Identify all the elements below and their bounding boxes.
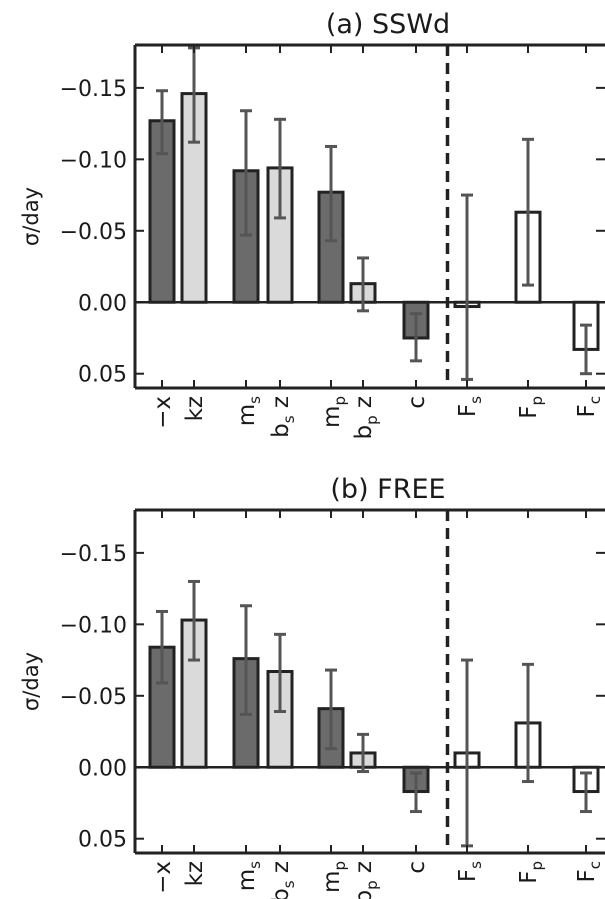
bar-4 [266, 166, 294, 304]
y-tick-label: 0.00 [78, 291, 127, 316]
x-tick-label: −x [150, 396, 176, 429]
x-tick-label: c [404, 861, 430, 874]
error-bar-2 [188, 579, 200, 662]
x-tick-label: Fs [455, 396, 485, 417]
chart-title: (b) FREE [330, 474, 445, 505]
x-tick-label: ms [234, 396, 264, 426]
y-tick-label: −0.05 [60, 685, 127, 710]
x-tick-label: Fc [574, 396, 604, 417]
error-bar-4 [274, 632, 286, 714]
error-bar-3 [240, 604, 252, 716]
x-tick-label: bs z [268, 861, 298, 899]
x-tick-label: bs z [268, 396, 298, 438]
x-tick-label: Fp [516, 396, 546, 419]
x-tick-label: ms [234, 861, 264, 891]
chart-panel-2: (b) FREE σ/day −0.15 −0.10 −0.05 0.00 0.05 −x kz… [19, 474, 605, 899]
y-axis-label: σ/day [19, 187, 43, 246]
error-bar-6 [357, 732, 369, 774]
error-bar-4 [274, 117, 286, 220]
x-tick-label: mp [319, 396, 349, 428]
error-bar-10 [580, 771, 592, 814]
y-tick-label: −0.15 [60, 77, 127, 102]
x-tick-label: Fp [516, 861, 546, 884]
y-tick-label: −0.10 [60, 613, 127, 638]
y-tick-label: −0.10 [60, 148, 127, 173]
x-tick-label: mp [319, 861, 349, 893]
x-tick-label: kz [182, 861, 208, 886]
x-tick-label: bp z [351, 396, 381, 440]
x-tick-label: Fc [574, 861, 604, 882]
error-bar-9 [522, 137, 534, 287]
x-tick-label: −x [150, 861, 176, 894]
x-tick-label: bp z [351, 861, 381, 899]
y-tick-label: 0.00 [78, 756, 127, 781]
error-bar-1 [156, 89, 168, 156]
error-bar-5 [325, 144, 337, 243]
x-tick-label: kz [182, 396, 208, 421]
error-bar-5 [325, 668, 337, 751]
x-tick-label: c [404, 396, 430, 409]
error-bar-9 [522, 662, 534, 784]
error-bar-3 [240, 109, 252, 237]
x-tick-label: Fs [455, 861, 485, 882]
chart-title: (a) SSWd [326, 9, 450, 40]
y-tick-label: −0.15 [60, 542, 127, 567]
error-bar-7 [410, 771, 422, 814]
y-axis-label: σ/day [19, 652, 43, 711]
y-tick-label: 0.05 [78, 828, 127, 853]
error-bar-6 [357, 256, 369, 313]
y-tick-label: 0.05 [78, 363, 127, 388]
error-bar-1 [156, 609, 168, 685]
y-tick-label: −0.05 [60, 220, 127, 245]
error-bar-7 [410, 312, 422, 363]
error-bar-10 [580, 323, 592, 376]
error-bar-8 [461, 193, 473, 381]
chart-panel-1: (a) SSWd σ/day −0.15 −0.10 −0.05 0.00 0.05 −x kz… [19, 9, 605, 440]
